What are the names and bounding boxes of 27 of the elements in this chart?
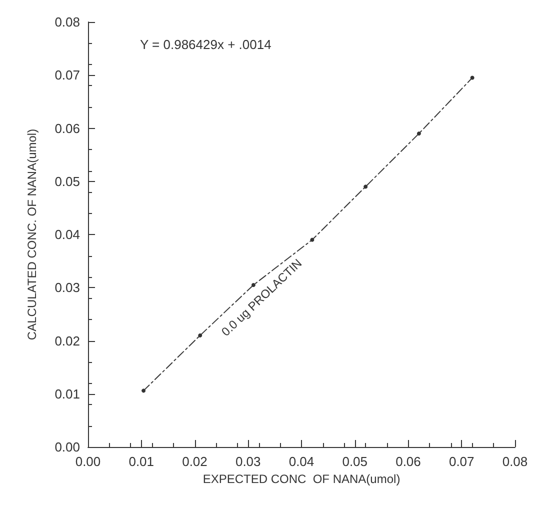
x-tick-label: 0.08 xyxy=(502,454,528,469)
annotation: Y = 0.986429x + .0014 xyxy=(140,37,272,52)
x-tick-label: 0.04 xyxy=(288,454,314,469)
y-tick-label: 0.04 xyxy=(54,227,80,242)
y-tick-label: 0.01 xyxy=(54,386,80,402)
y-tick-label: 0.03 xyxy=(54,280,80,296)
y-tick-label: 0.07 xyxy=(54,68,80,83)
point xyxy=(310,238,314,242)
point xyxy=(364,184,368,189)
y-tick-label: 0.06 xyxy=(54,120,80,136)
y-tick-label: 0.02 xyxy=(54,333,80,348)
y-tick-label: 0.00 xyxy=(54,440,80,454)
x-tick-label: 0.00 xyxy=(75,454,101,469)
x-tick-label: 0.07 xyxy=(448,454,474,469)
y-axis-title: CALCULATED CONC. OF NANA(umol) xyxy=(25,128,39,340)
point xyxy=(142,388,146,393)
point xyxy=(470,76,474,80)
x-tick-label: 0.01 xyxy=(128,454,154,469)
point xyxy=(198,333,202,338)
y-tick-label: 0.08 xyxy=(54,14,80,30)
y-tick-label: 0.05 xyxy=(54,174,80,189)
x-tick-label: 0.05 xyxy=(342,454,368,469)
point xyxy=(416,132,421,136)
x-tick-label: 0.06 xyxy=(396,454,421,469)
x-tick-label: 0.02 xyxy=(182,454,208,469)
x-axis-title: EXPECTED CONC OF NANA(umol) xyxy=(202,472,400,486)
x-tick-label: 0.03 xyxy=(235,454,261,469)
